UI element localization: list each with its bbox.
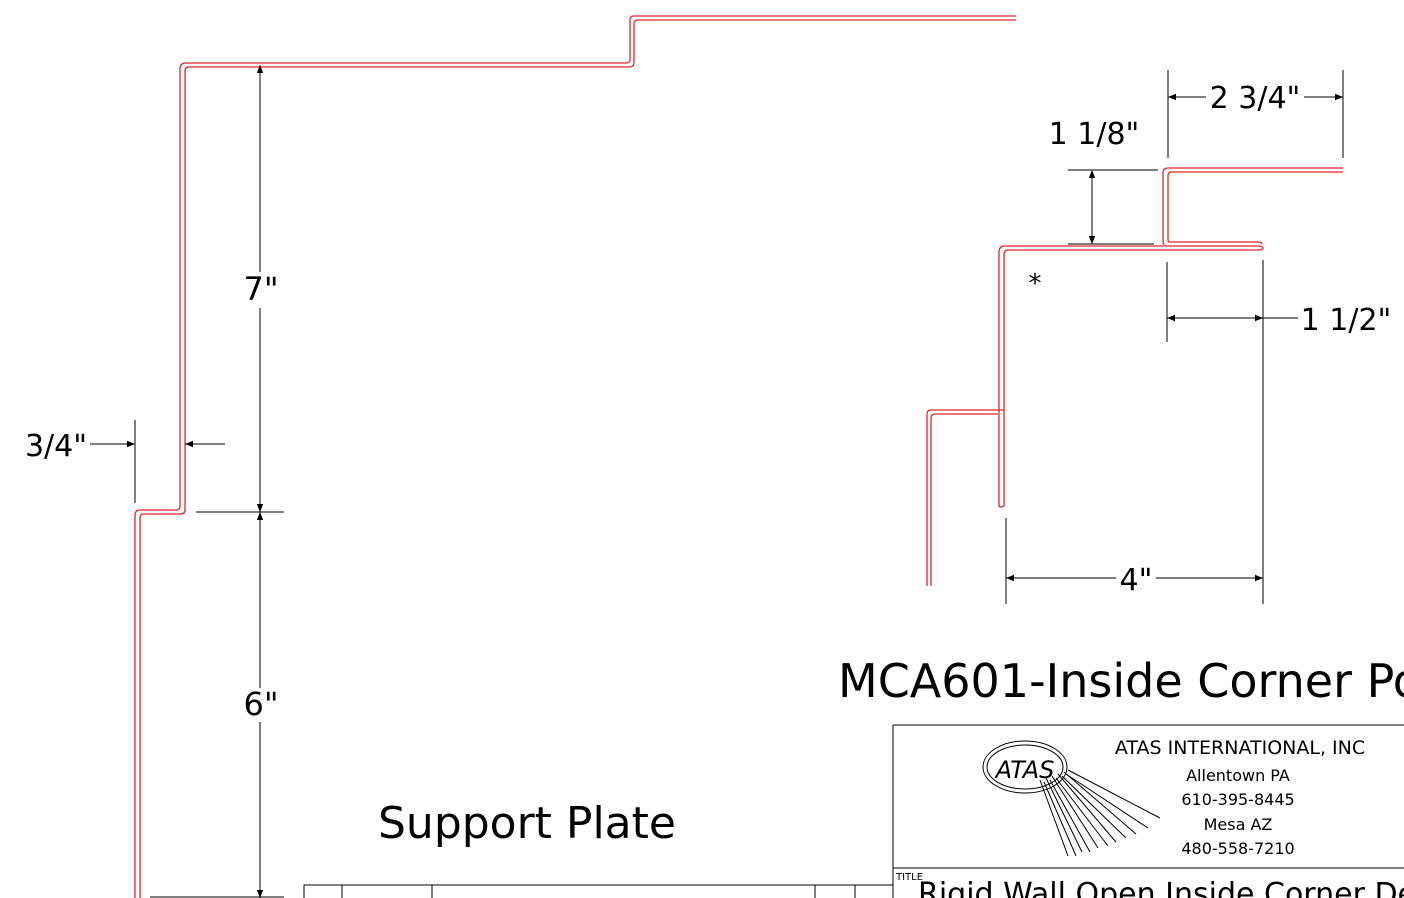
support-plate-dimensions: [90, 65, 284, 898]
city-mesa: Mesa AZ: [1204, 815, 1273, 834]
dim-label-4in: 4": [1120, 563, 1153, 598]
title-label: TITLE: [895, 872, 923, 883]
support-plate-title: Support Plate: [378, 798, 676, 849]
corner-post-dimensions: [1005, 70, 1344, 604]
dim-label-1-1-8in: 1 1/8": [1049, 117, 1140, 152]
title-block: [303, 724, 1404, 898]
support-plate-profile: [134, 15, 1016, 898]
dim-label-1-1-2in: 1 1/2": [1301, 303, 1392, 338]
city-allentown: Allentown PA: [1186, 766, 1290, 785]
phone-allentown: 610-395-8445: [1181, 790, 1294, 809]
corner-post-title: MCA601-Inside Corner Post: [838, 654, 1404, 708]
atas-logo: [982, 740, 1161, 857]
asterisk-note: *: [1029, 269, 1042, 299]
corner-post-profile: [926, 167, 1343, 586]
dim-label-6in: 6": [243, 685, 278, 723]
company-name: ATAS INTERNATIONAL, INC: [1115, 737, 1365, 759]
dim-label-7in: 7": [243, 270, 278, 308]
dim-label-2-3-4in: 2 3/4": [1210, 81, 1301, 116]
atas-logo-text: ATAS: [994, 756, 1055, 784]
drawing-title: Rigid Wall Open Inside Corner Detail: [918, 877, 1404, 898]
dim-label-3-4in: 3/4": [25, 429, 87, 464]
phone-mesa: 480-558-7210: [1181, 839, 1294, 858]
